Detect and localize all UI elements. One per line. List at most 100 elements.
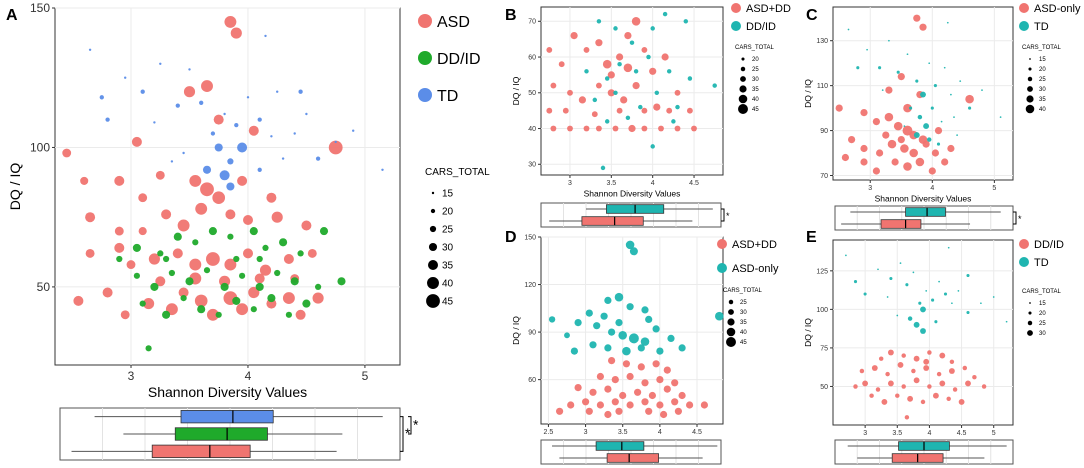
size-legend-label: 45	[442, 297, 454, 308]
data-point-td	[896, 314, 899, 317]
data-point-asd-dd	[612, 125, 619, 132]
data-point-dd-id	[897, 361, 904, 368]
data-point-td	[947, 246, 950, 249]
data-point-asd-only	[941, 158, 949, 166]
data-point-asd-only	[564, 332, 570, 339]
data-point-asd	[189, 258, 202, 271]
data-point-td	[903, 125, 906, 127]
data-point-dd-id	[162, 310, 171, 319]
data-point-asd-only	[887, 139, 897, 149]
scatter-chart-c: 3 4 5 70 90 110 130 Shannon Diversity Values DQ …	[803, 3, 1081, 231]
data-point-asd-only	[931, 149, 940, 157]
data-point-td	[992, 296, 995, 298]
data-point-asd	[271, 211, 283, 223]
significance-star: *	[1018, 214, 1022, 224]
data-point-asd-dd	[611, 376, 619, 384]
data-point-asd-dd	[602, 59, 612, 69]
data-point-dd-id	[133, 272, 140, 279]
data-point-asd-dd	[663, 366, 671, 374]
data-point-asd-dd	[624, 31, 632, 40]
x-tick-label: 3	[868, 185, 872, 192]
size-legend-label: 20	[442, 207, 454, 218]
data-point-asd-only	[626, 303, 634, 311]
data-point-dd-id	[132, 243, 141, 252]
data-point-dd-id	[319, 227, 329, 236]
data-point-asd-only	[860, 158, 868, 166]
data-point-asd-only	[947, 144, 955, 153]
data-point-td	[234, 122, 239, 128]
y-tick-label: 110	[817, 83, 828, 90]
legend-swatch	[1019, 21, 1029, 31]
data-point-asd-dd	[666, 107, 673, 114]
data-point-td	[940, 120, 943, 123]
size-legend-dot	[738, 104, 748, 114]
size-legend-dot	[430, 208, 436, 214]
data-point-asd	[189, 174, 202, 187]
data-point-asd-dd	[648, 391, 657, 400]
data-point-asd-only	[608, 328, 616, 336]
data-point-td	[863, 292, 867, 296]
data-point-td	[966, 310, 970, 315]
size-legend-label: 30	[442, 243, 454, 254]
data-point-asd-dd	[567, 401, 575, 409]
y-tick-label: 50	[528, 90, 536, 97]
data-point-td	[999, 116, 1002, 118]
size-legend-dot	[1026, 95, 1034, 103]
size-legend-label: 45	[740, 340, 747, 346]
y-tick-label: 40	[528, 126, 536, 133]
data-point-dd-id	[946, 396, 951, 402]
y-tick-label: 120	[524, 282, 536, 289]
legend-swatch	[418, 51, 432, 65]
data-point-asd-dd	[674, 89, 681, 96]
data-point-asd-only	[614, 292, 624, 302]
data-point-asd-only	[934, 127, 943, 135]
data-point-asd-only	[628, 333, 639, 344]
significance-bracket	[408, 416, 412, 435]
data-point-dd-id	[949, 359, 955, 365]
data-point-dd-id	[613, 90, 618, 96]
size-legend-dot	[728, 299, 734, 305]
y-tick-label: 50	[37, 280, 51, 294]
x-tick-label: 5	[992, 430, 996, 437]
size-legend-dot	[740, 66, 746, 72]
data-point-dd-id	[629, 40, 635, 45]
size-legend-label: 35	[1039, 97, 1046, 103]
data-point-dd-id	[650, 26, 655, 31]
size-legend-dot	[1028, 311, 1032, 315]
y-tick-label: 150	[30, 1, 50, 15]
data-point-asd-only	[897, 73, 905, 81]
data-point-td	[938, 280, 940, 283]
size-legend-label: 35	[752, 87, 759, 93]
data-point-td	[934, 320, 938, 324]
data-point-td	[917, 114, 923, 120]
data-point-td	[315, 156, 321, 161]
data-point-dd-id	[233, 255, 240, 263]
data-point-td	[276, 90, 279, 93]
data-point-td	[226, 182, 235, 191]
data-point-td	[966, 273, 970, 278]
data-point-asd	[85, 212, 96, 223]
data-point-dd-id	[168, 269, 175, 277]
data-point-td	[188, 68, 191, 71]
size-legend-dot	[1027, 330, 1033, 336]
data-point-asd-only	[570, 347, 579, 355]
data-point-asd-dd	[558, 61, 565, 68]
data-point-td	[956, 134, 958, 136]
data-point-asd	[194, 294, 208, 308]
data-point-asd	[80, 176, 89, 185]
plot-area-d	[540, 236, 724, 425]
data-point-dd-id	[901, 384, 906, 389]
data-point-dd-id	[869, 393, 874, 398]
data-point-dd-id	[232, 296, 241, 305]
data-point-asd	[224, 15, 237, 28]
significance-star: *	[726, 211, 730, 221]
size-legend-label: 25	[1039, 77, 1046, 83]
data-point-dd-id	[913, 355, 920, 362]
x-tick-label: 3	[128, 369, 135, 383]
legend-label: ASD-only	[732, 263, 779, 275]
data-point-asd-dd	[583, 125, 590, 132]
data-point-asd-dd	[591, 111, 598, 118]
data-point-asd-only	[885, 86, 893, 94]
data-point-td	[153, 121, 156, 124]
data-point-asd-only	[872, 167, 881, 175]
